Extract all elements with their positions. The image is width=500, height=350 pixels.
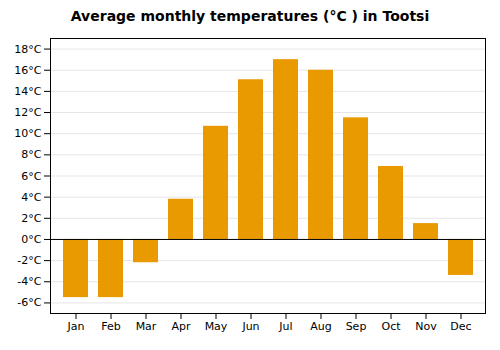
svg-text:Feb: Feb [101, 320, 120, 333]
svg-text:8°C: 8°C [21, 148, 41, 161]
svg-text:Apr: Apr [171, 320, 191, 333]
svg-text:6°C: 6°C [21, 170, 41, 183]
svg-text:Sep: Sep [346, 320, 367, 333]
svg-text:Mar: Mar [136, 320, 157, 333]
svg-text:Dec: Dec [450, 320, 471, 333]
svg-text:10°C: 10°C [14, 127, 41, 140]
svg-text:Aug: Aug [310, 320, 331, 333]
svg-text:May: May [205, 320, 228, 333]
svg-text:Jun: Jun [241, 320, 259, 333]
svg-text:Nov: Nov [415, 320, 437, 333]
svg-text:14°C: 14°C [14, 85, 41, 98]
svg-text:Jan: Jan [67, 320, 85, 333]
svg-text:-2°C: -2°C [17, 254, 41, 267]
svg-text:12°C: 12°C [14, 106, 41, 119]
svg-text:Oct: Oct [381, 320, 401, 333]
svg-text:18°C: 18°C [14, 43, 41, 56]
html-text:Average monthly temperatures (: Average monthly temperatures (°C ) in To… [70, 8, 430, 24]
svg-text:Jul: Jul [278, 320, 292, 333]
svg-text:-6°C: -6°C [17, 296, 41, 309]
svg-text:2°C: 2°C [21, 212, 41, 225]
svg-text:-4°C: -4°C [17, 275, 41, 288]
svg-text:4°C: 4°C [21, 191, 41, 204]
svg-text:0°C: 0°C [21, 233, 41, 246]
svg-text:16°C: 16°C [14, 64, 41, 77]
